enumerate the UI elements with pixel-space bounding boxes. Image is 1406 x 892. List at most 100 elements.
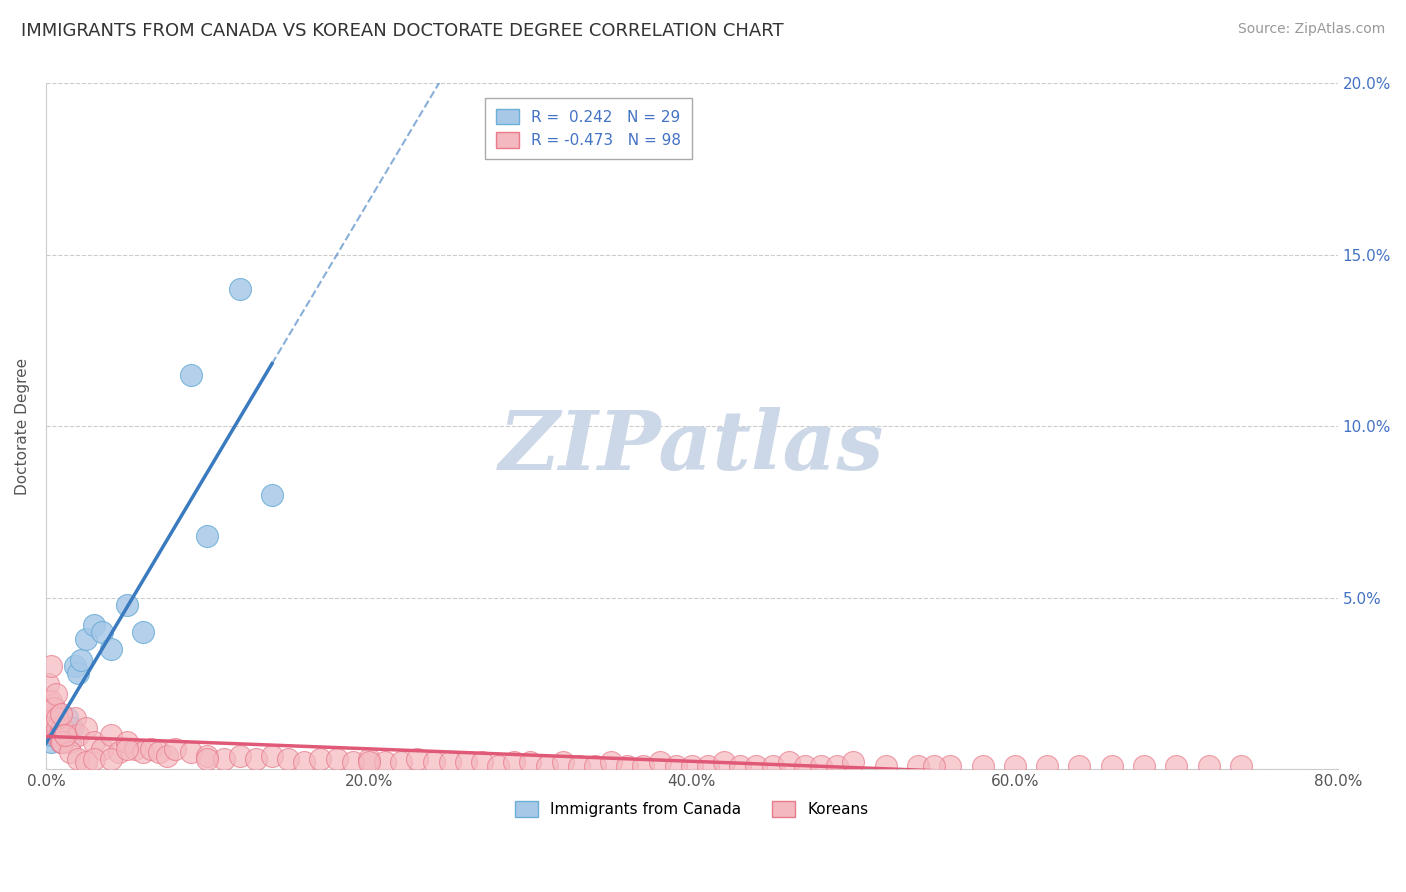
Point (292, 756, 315, 770)
Point (83, 618, 105, 632)
Point (600, 756, 623, 770)
Point (48, 721, 70, 735)
Point (406, 752, 429, 766)
Point (45, 687, 67, 701)
Point (115, 735, 138, 749)
Point (665, 759, 688, 773)
Y-axis label: Doctorate Degree: Doctorate Degree (15, 358, 30, 495)
Point (37, 694, 59, 708)
Point (633, 759, 655, 773)
Point (793, 759, 815, 773)
Point (49, 735, 72, 749)
Point (132, 625, 155, 640)
Point (75, 756, 97, 770)
Point (67, 728, 90, 742)
Point (374, 756, 396, 770)
Point (42, 700, 65, 714)
Text: Source: ZipAtlas.com: Source: ZipAtlas.com (1237, 22, 1385, 37)
Point (810, 759, 832, 773)
Point (124, 741, 146, 756)
Point (745, 759, 768, 773)
Point (422, 756, 444, 770)
Point (75, 721, 97, 735)
Point (83, 752, 105, 766)
Point (519, 756, 541, 770)
Point (51, 735, 73, 749)
Point (75, 632, 97, 646)
Point (49, 735, 72, 749)
Point (37, 676, 59, 690)
Point (132, 745, 155, 759)
Point (551, 756, 574, 770)
Point (503, 756, 526, 770)
Point (180, 745, 202, 759)
Point (51, 721, 73, 735)
Point (46, 728, 69, 742)
Point (439, 756, 461, 770)
Point (536, 759, 558, 773)
Point (49, 707, 72, 722)
Point (229, 282, 252, 296)
Point (212, 752, 235, 766)
Point (91, 625, 114, 640)
Point (115, 598, 138, 612)
Point (486, 759, 509, 773)
Point (342, 756, 364, 770)
Point (38, 711, 60, 725)
Point (229, 748, 252, 763)
Point (46, 711, 69, 725)
Point (39, 659, 62, 673)
Point (42, 700, 65, 714)
Point (39, 711, 62, 725)
Point (56, 711, 79, 725)
Point (39, 700, 62, 714)
Point (972, 759, 994, 773)
Point (471, 756, 494, 770)
Text: ZIPatlas: ZIPatlas (499, 407, 884, 487)
Point (63, 711, 86, 725)
Point (1069, 759, 1091, 773)
Point (51, 728, 73, 742)
Point (922, 759, 945, 773)
Point (357, 756, 380, 770)
Point (100, 642, 122, 657)
Point (1101, 759, 1123, 773)
Point (357, 752, 380, 766)
Point (41, 728, 63, 742)
Point (67, 752, 90, 766)
Point (648, 756, 671, 770)
Point (100, 728, 122, 742)
Point (42, 721, 65, 735)
Point (115, 741, 138, 756)
Point (39, 735, 62, 749)
Point (139, 741, 162, 756)
Point (58, 721, 80, 735)
Point (180, 368, 202, 382)
Point (52, 721, 75, 735)
Point (939, 759, 962, 773)
Point (100, 752, 122, 766)
Point (63, 659, 86, 673)
Point (148, 745, 170, 759)
Text: IMMIGRANTS FROM CANADA VS KOREAN DOCTORATE DEGREE CORRELATION CHART: IMMIGRANTS FROM CANADA VS KOREAN DOCTORA… (21, 22, 783, 40)
Point (38, 721, 60, 735)
Point (42, 711, 65, 725)
Point (842, 756, 865, 770)
Point (67, 666, 90, 681)
Point (1166, 759, 1188, 773)
Point (46, 721, 69, 735)
Legend: Immigrants from Canada, Koreans: Immigrants from Canada, Koreans (509, 795, 875, 823)
Point (45, 728, 67, 742)
Point (165, 741, 187, 756)
Point (245, 752, 267, 766)
Point (681, 759, 703, 773)
Point (713, 756, 735, 770)
Point (107, 745, 129, 759)
Point (48, 728, 70, 742)
Point (1036, 759, 1059, 773)
Point (156, 748, 179, 763)
Point (583, 759, 606, 773)
Point (260, 748, 283, 763)
Point (277, 752, 299, 766)
Point (778, 756, 800, 770)
